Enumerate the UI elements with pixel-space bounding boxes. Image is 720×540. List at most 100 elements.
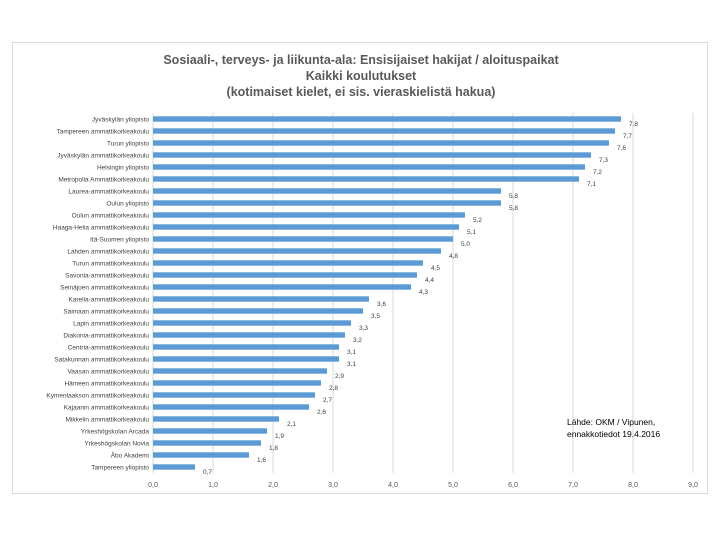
value-label: 2,8	[329, 385, 338, 392]
bar	[153, 128, 615, 134]
x-tick-label: 7,0	[568, 482, 578, 489]
bar	[153, 368, 327, 374]
x-tick-label: 8,0	[628, 482, 638, 489]
value-label: 5,0	[461, 241, 470, 248]
value-label: 3,1	[347, 349, 356, 356]
value-label: 2,9	[335, 373, 344, 380]
bar	[153, 452, 249, 458]
category-label: Yrkeshögskolan Arcada	[81, 428, 150, 435]
category-label: Seinäjoen ammattikorkeakoulu	[60, 284, 149, 291]
x-tick-label: 5,0	[448, 482, 458, 489]
chart-frame: 0,0 1,0 2,0 3,0 4,0 5,0 6,0 7,0 8,0 9,0 Jyväskylä…	[12, 42, 708, 494]
bar	[153, 284, 411, 290]
value-label: 2,7	[323, 397, 332, 404]
bar	[153, 344, 339, 350]
category-label: Kymenlaakson ammattikorkeakoulu	[46, 392, 149, 399]
category-label: Lahden ammattikorkeakoulu	[67, 248, 149, 255]
category-label: Lapin ammattikorkeakoulu	[73, 320, 149, 327]
bar	[153, 152, 591, 158]
x-tick-label: 4,0	[388, 482, 398, 489]
bar	[153, 440, 261, 446]
category-label: Helsingin yliopisto	[97, 164, 149, 171]
bar	[153, 332, 345, 338]
x-tick-label: 1,0	[208, 482, 218, 489]
chart-title-line-3: (kotimaiset kielet, ei sis. vieraskielis…	[227, 85, 496, 99]
chart-title-line-2: Kaikki koulutukset	[306, 69, 417, 83]
category-label: Laurea-ammattikorkeakoulu	[68, 188, 149, 195]
bar-chart: 0,0 1,0 2,0 3,0 4,0 5,0 6,0 7,0 8,0 9,0 Jyväskylä…	[46, 53, 698, 489]
category-label: Karelia-ammattikorkeakoulu	[68, 296, 149, 303]
value-label: 3,5	[371, 313, 380, 320]
bar	[153, 296, 369, 302]
value-label: 7,8	[629, 121, 638, 128]
category-label: Jyväskylän yliopisto	[92, 116, 149, 123]
category-label: Itä-Suomen yliopisto	[90, 236, 149, 243]
bar	[153, 248, 441, 254]
category-label: Oulun yliopisto	[106, 200, 149, 207]
category-label: Satakunnan ammattikorkeakoulu	[54, 356, 149, 363]
bar	[153, 356, 339, 362]
category-label: Diakonia-ammattikorkeakoulu	[63, 332, 149, 339]
bar	[153, 428, 267, 434]
value-label: 3,6	[377, 301, 386, 308]
value-label: 0,7	[203, 469, 212, 476]
value-label: 7,2	[593, 169, 602, 176]
value-label: 7,6	[617, 145, 626, 152]
chart-title-line-1: Sosiaali-, terveys- ja liikunta-ala: Ens…	[163, 53, 559, 67]
category-label: Jyväskylän ammattikorkeakoulu	[57, 152, 149, 159]
category-label: Saimaan ammattikorkeakoulu	[63, 308, 149, 315]
bar	[153, 392, 315, 398]
source-note-line-2: ennakkotiedot 19.4.2016	[567, 429, 660, 439]
category-label: Kajaanin ammattikorkeakoulu	[64, 404, 150, 411]
value-label: 4,3	[419, 289, 428, 296]
bar	[153, 176, 579, 182]
category-label: Metropolia Ammattikorkeakoulu	[58, 176, 149, 183]
x-tick-label: 3,0	[328, 482, 338, 489]
bar	[153, 224, 459, 230]
value-label: 5,8	[509, 205, 518, 212]
value-label: 7,7	[623, 133, 632, 140]
bars: Jyväskylän yliopisto 7,8 Tampereen ammatti…	[46, 116, 638, 476]
value-label: 3,1	[347, 361, 356, 368]
category-label: Vaasan ammattikorkeakoulu	[67, 368, 149, 375]
bar	[153, 116, 621, 122]
value-label: 5,2	[473, 217, 482, 224]
category-label: Hämeen ammattikorkeakoulu	[64, 380, 149, 387]
x-tick-label: 6,0	[508, 482, 518, 489]
category-label: Tampereen ammattikorkeakoulu	[57, 128, 150, 135]
value-label: 1,8	[269, 445, 278, 452]
category-label: Tampereen yliopisto	[91, 464, 149, 471]
bar	[153, 308, 363, 314]
category-label: Oulun ammattikorkeakoulu	[72, 212, 150, 219]
category-label: Turun ammattikorkeakoulu	[72, 260, 149, 267]
value-label: 3,2	[353, 337, 362, 344]
category-label: Savonia-ammattikorkeakoulu	[65, 272, 149, 279]
value-label: 4,8	[449, 253, 458, 260]
bar	[153, 236, 453, 242]
bar	[153, 200, 501, 206]
value-label: 2,1	[287, 421, 296, 428]
bar	[153, 320, 351, 326]
category-label: Haaga-Helia ammattikorkeakoulu	[53, 224, 149, 231]
value-label: 7,1	[587, 181, 596, 188]
value-label: 5,1	[467, 229, 476, 236]
value-label: 4,5	[431, 265, 440, 272]
value-label: 7,3	[599, 157, 608, 164]
category-label: Turun yliopisto	[107, 140, 149, 147]
bar	[153, 188, 501, 194]
gridlines: 0,0 1,0 2,0 3,0 4,0 5,0 6,0 7,0 8,0 9,0	[148, 113, 698, 489]
bar	[153, 272, 417, 278]
bar	[153, 164, 585, 170]
bar	[153, 212, 465, 218]
category-label: Yrkeshögskolan Novia	[84, 440, 149, 447]
value-label: 5,8	[509, 193, 518, 200]
value-label: 2,6	[317, 409, 326, 416]
bar	[153, 140, 609, 146]
bar	[153, 260, 423, 266]
category-label: Åbo Akademi	[111, 450, 149, 459]
bar	[153, 404, 309, 410]
x-tick-label: 2,0	[268, 482, 278, 489]
value-label: 1,9	[275, 433, 284, 440]
bar	[153, 380, 321, 386]
value-label: 4,4	[425, 277, 434, 284]
